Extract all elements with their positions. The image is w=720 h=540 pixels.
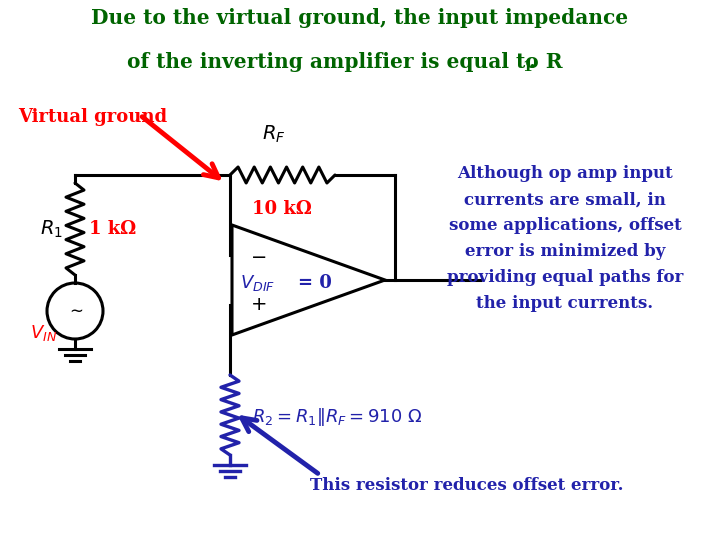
Text: $R_1$: $R_1$ [40,218,63,240]
Text: $R_F$: $R_F$ [262,124,286,145]
Text: $-$: $-$ [250,246,266,265]
Text: of the inverting amplifier is equal to R: of the inverting amplifier is equal to R [127,52,563,72]
Text: = 0: = 0 [298,274,332,292]
Text: $+$: $+$ [250,295,266,314]
Text: 10 kΩ: 10 kΩ [252,200,312,218]
Text: $V_{IN}$: $V_{IN}$ [30,323,57,343]
Text: Due to the virtual ground, the input impedance: Due to the virtual ground, the input imp… [91,8,629,28]
Text: 1 kΩ: 1 kΩ [89,220,136,238]
Text: Although op amp input
currents are small, in
some applications, offset
error is : Although op amp input currents are small… [447,165,683,313]
Text: $\sim$: $\sim$ [66,301,84,319]
Text: $R_2 = R_1 \| R_F = 910\ \Omega$: $R_2 = R_1 \| R_F = 910\ \Omega$ [252,406,423,428]
Text: This resistor reduces offset error.: This resistor reduces offset error. [310,476,624,494]
Text: Virtual ground: Virtual ground [18,108,167,126]
Text: 1: 1 [522,60,532,74]
Text: .: . [528,52,535,72]
Text: $V_{DIF}$: $V_{DIF}$ [240,273,275,293]
